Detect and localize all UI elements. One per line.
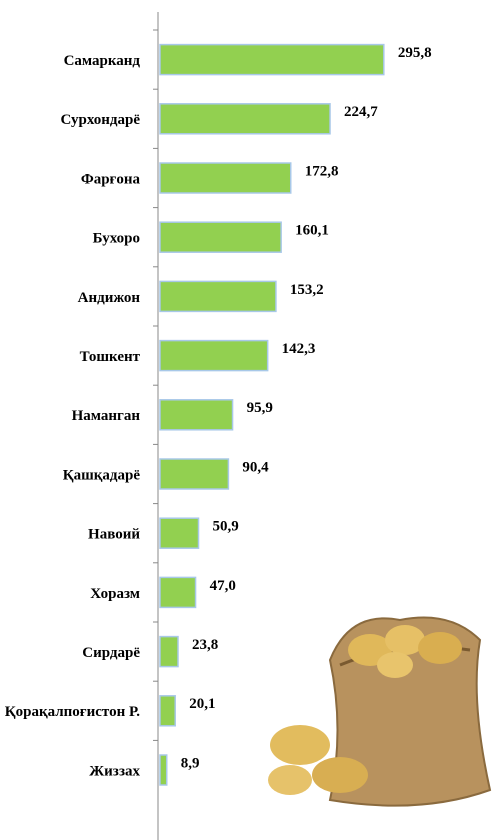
bar xyxy=(159,162,292,194)
bar xyxy=(159,103,331,135)
bar xyxy=(159,695,176,727)
y-tick-label: Жиззах xyxy=(89,763,140,779)
bar xyxy=(159,458,230,490)
y-tick-label: Хоразм xyxy=(90,586,140,602)
bar xyxy=(159,280,277,313)
y-tick-label: Бухоро xyxy=(93,231,140,247)
bar xyxy=(159,576,197,609)
y-tick-label: Самарканд xyxy=(64,53,141,69)
data-label: 224,7 xyxy=(344,104,378,120)
data-label: 153,2 xyxy=(290,282,324,298)
data-label: 47,0 xyxy=(210,578,236,594)
bar xyxy=(159,754,168,786)
data-label: 23,8 xyxy=(192,637,218,653)
potato-sack-illustration xyxy=(268,616,492,807)
y-tick-label: Андижон xyxy=(78,290,141,306)
bar xyxy=(159,399,234,431)
y-tick-label: Сурхондарё xyxy=(61,112,141,128)
bar xyxy=(159,517,200,549)
y-tick-label: Тошкент xyxy=(80,349,141,365)
bar xyxy=(159,339,269,372)
data-label: 90,4 xyxy=(242,459,269,475)
data-label: 172,8 xyxy=(305,163,339,179)
bar xyxy=(159,221,282,253)
y-tick-label: Наманган xyxy=(72,408,141,424)
data-label: 295,8 xyxy=(398,45,432,61)
y-tick-label: Сирдарё xyxy=(82,645,140,661)
y-tick-label: Қорақалпоғистон Р. xyxy=(5,704,141,720)
y-tick-label: Навоий xyxy=(88,527,140,543)
data-label: 160,1 xyxy=(295,223,329,239)
bar xyxy=(159,635,179,668)
data-label: 20,1 xyxy=(189,696,215,712)
data-label: 50,9 xyxy=(213,519,239,535)
y-tick-label: Қашқадарё xyxy=(63,467,141,483)
bar xyxy=(159,43,385,76)
data-label: 142,3 xyxy=(282,341,316,357)
y-tick-label: Фарғона xyxy=(81,171,141,187)
data-label: 8,9 xyxy=(181,755,200,771)
data-label: 95,9 xyxy=(247,400,273,416)
